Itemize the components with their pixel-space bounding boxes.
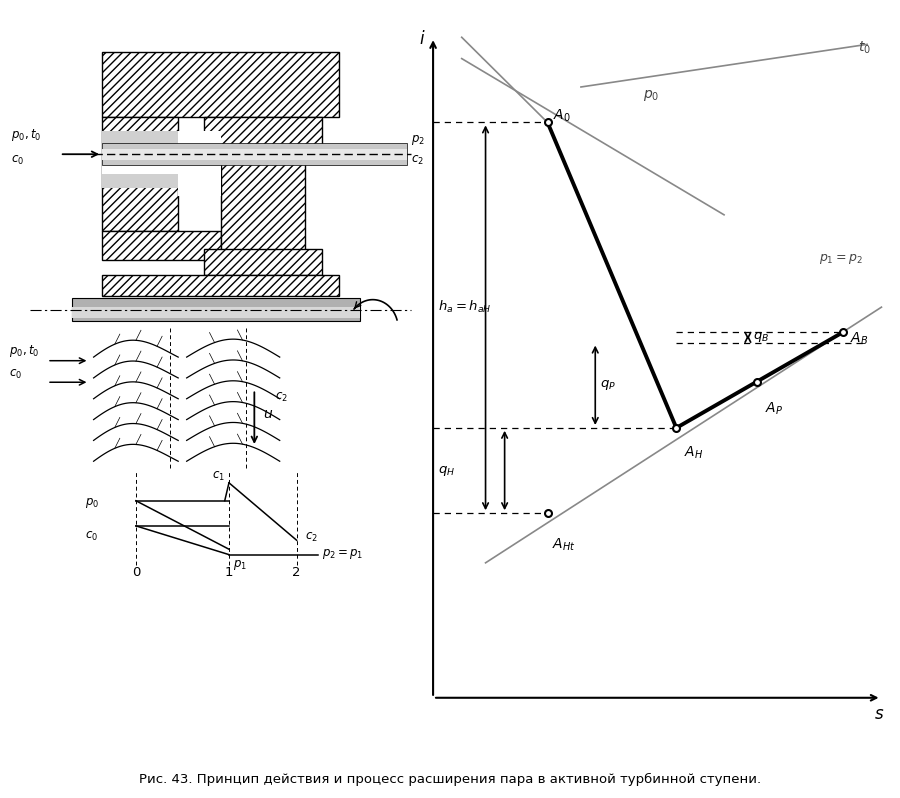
- Text: $q_B$: $q_B$: [752, 330, 769, 344]
- Text: $p_1$: $p_1$: [233, 558, 248, 572]
- Text: 0: 0: [131, 566, 140, 579]
- Text: $q_H$: $q_H$: [438, 464, 455, 477]
- Text: $A_B$: $A_B$: [850, 331, 868, 347]
- Bar: [102, 231, 220, 260]
- Text: $p_2 = p_1$: $p_2 = p_1$: [322, 547, 364, 562]
- Bar: [72, 307, 360, 318]
- Text: $p_0$: $p_0$: [86, 496, 99, 510]
- Bar: [203, 250, 322, 275]
- Text: Рис. 43. Принцип действия и процесс расширения пара в активной турбинной ступени: Рис. 43. Принцип действия и процесс расш…: [139, 773, 761, 786]
- Text: 2: 2: [292, 566, 301, 579]
- Text: $p_0$: $p_0$: [643, 88, 660, 103]
- Text: $A_H$: $A_H$: [683, 444, 703, 461]
- Text: $h_a = h_{aH}$: $h_a = h_{aH}$: [438, 299, 491, 315]
- Bar: [102, 131, 178, 188]
- Text: $p_2$: $p_2$: [410, 132, 425, 147]
- Text: $c_0$: $c_0$: [86, 529, 98, 543]
- Text: $p_0, t_0$: $p_0, t_0$: [9, 342, 40, 358]
- Text: $p_1 = p_2$: $p_1 = p_2$: [820, 252, 863, 266]
- Text: $c_0$: $c_0$: [9, 368, 22, 381]
- Text: 1: 1: [225, 566, 233, 579]
- Text: $i$: $i$: [418, 30, 426, 49]
- Bar: [72, 298, 360, 322]
- Text: $c_2$: $c_2$: [275, 391, 288, 405]
- Text: $t_0$: $t_0$: [858, 39, 870, 56]
- Bar: [102, 117, 178, 231]
- Text: $c_2$: $c_2$: [305, 531, 318, 544]
- Text: $c_2$: $c_2$: [410, 154, 424, 168]
- Bar: [102, 148, 407, 160]
- Text: $c_1$: $c_1$: [212, 470, 225, 484]
- Text: $s$: $s$: [874, 705, 885, 723]
- Text: $c_0$: $c_0$: [11, 154, 24, 168]
- Text: $A_0$: $A_0$: [554, 107, 571, 124]
- Bar: [102, 145, 178, 174]
- Text: $A_{Ht}$: $A_{Ht}$: [553, 537, 576, 553]
- Bar: [178, 131, 220, 196]
- Bar: [220, 160, 305, 253]
- Text: $q_P$: $q_P$: [600, 378, 616, 393]
- Bar: [102, 144, 407, 165]
- Bar: [203, 117, 322, 160]
- Text: $p_0, t_0$: $p_0, t_0$: [11, 127, 41, 143]
- Text: $A_P$: $A_P$: [765, 401, 783, 417]
- Bar: [102, 275, 339, 296]
- Text: $u$: $u$: [263, 407, 273, 421]
- Bar: [102, 52, 339, 117]
